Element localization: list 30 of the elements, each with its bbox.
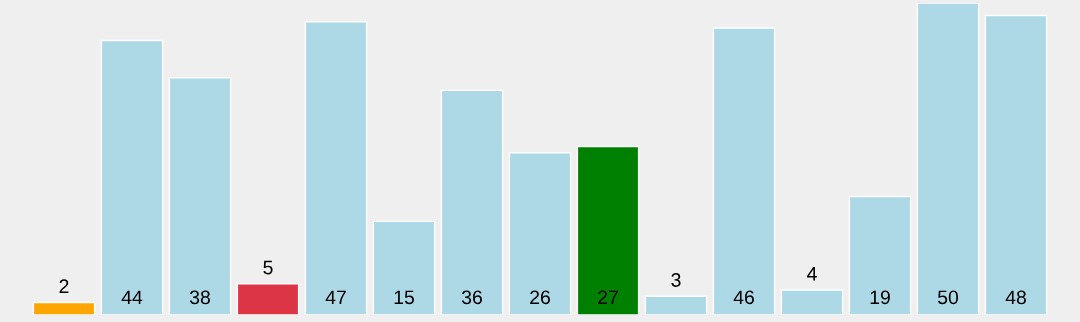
data-label: 46: [733, 290, 754, 305]
bar: [916, 3, 980, 315]
data-label: 5: [263, 260, 273, 275]
bar: [100, 39, 164, 315]
bar: [372, 220, 436, 315]
bar: [168, 77, 232, 315]
bar: [304, 21, 368, 315]
data-label: 48: [1005, 290, 1026, 305]
bar: [32, 301, 96, 315]
bar: [984, 14, 1048, 315]
data-label: 15: [394, 290, 414, 305]
data-label: 3: [671, 273, 681, 287]
bar: [780, 289, 844, 315]
data-label: 38: [189, 290, 210, 305]
data-label: 2: [59, 279, 69, 293]
data-label: 50: [937, 290, 959, 305]
data-label: 26: [530, 290, 550, 305]
data-label: 19: [870, 290, 890, 305]
data-label: 44: [121, 290, 143, 305]
data-label: 4: [807, 267, 817, 281]
data-label: 27: [598, 290, 618, 305]
bar: [712, 27, 776, 315]
bar: [236, 283, 300, 315]
data-label: 47: [325, 290, 346, 305]
bar: [576, 145, 640, 315]
bar: [848, 195, 912, 315]
bar: [508, 152, 572, 315]
bar: [644, 295, 708, 315]
bar: [440, 89, 504, 315]
data-label: 36: [461, 290, 482, 305]
